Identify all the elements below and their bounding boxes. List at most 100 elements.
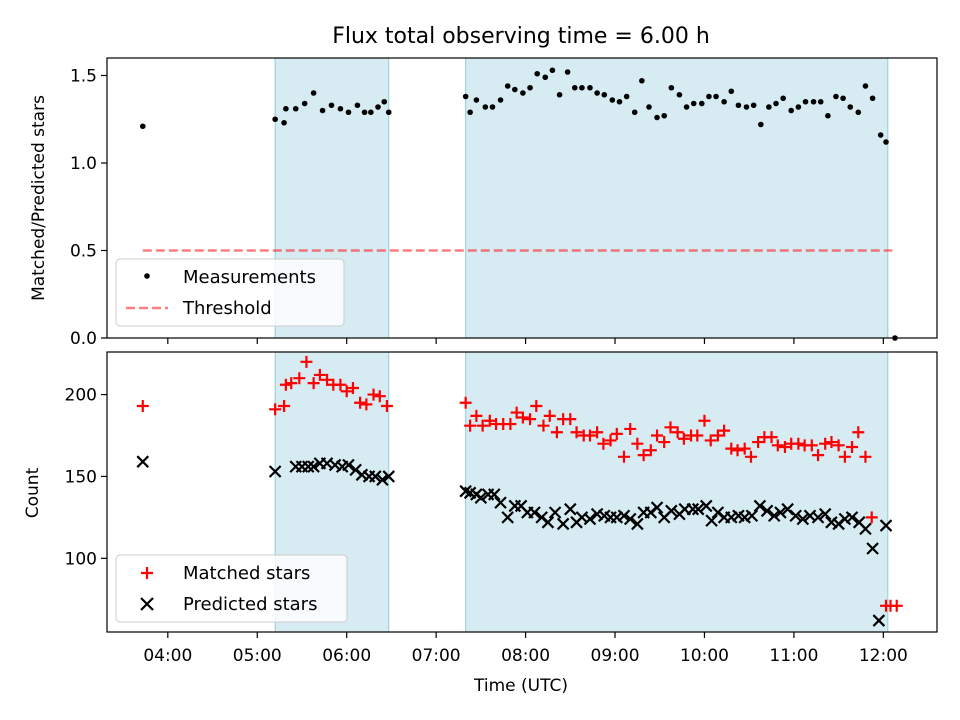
matched-star-point [825,436,838,449]
measurement-point [272,116,278,123]
predicted-star-point [501,511,514,524]
matched-star-point [832,439,845,452]
predicted-star-point [818,507,832,521]
predicted-star-point [699,499,713,513]
matched-stars-points [136,355,903,612]
predicted-star-point [556,517,570,531]
x-tick-label: 06:00 [322,646,371,666]
chart-title: Flux total observing time = 6.00 h [332,24,710,49]
matched-star-point [313,368,326,381]
matched-star-point [285,377,298,390]
measurement-point [788,107,795,114]
legend-matched-marker [141,567,153,579]
measurement-point [310,90,317,96]
bottom-panel: 100 150 200 04:00 05:00 06:00 07:00 08:00 09:00… [23,351,938,696]
matched-star-point [859,450,872,463]
matched-star-point [718,424,731,437]
measurement-point [579,84,585,91]
bottom-x-ticks: 04:00 05:00 06:00 07:00 08:00 09:00 10:00 11:00… [143,632,908,666]
measurement-point [381,98,388,105]
measurement-point [564,69,571,75]
y-tick-label: 0.5 [70,242,97,262]
y-tick-label: 100 [65,549,97,569]
measurement-point [368,109,374,116]
matched-star-point [671,426,684,439]
matched-star-point [597,437,610,450]
matched-star-point [651,429,664,442]
measurement-point [654,114,660,121]
measurement-point [473,97,480,103]
y-tick-label: 150 [65,467,97,487]
measurement-point [556,91,563,98]
measurement-point [527,84,533,91]
predicted-star-point [774,506,787,519]
matched-star-point [738,442,751,455]
measurement-point [375,104,381,110]
y-tick-label: 1.5 [70,67,97,87]
predicted-star-point [686,502,700,516]
matched-star-point [550,426,563,439]
top-legend-box [115,258,345,327]
matched-star-point [731,444,744,457]
measurement-point [345,109,352,116]
y-tick-label: 1.0 [70,154,97,174]
measurement-point [706,93,712,100]
measurement-point [883,139,889,145]
predicted-star-point [796,512,810,526]
matched-star-point [865,511,878,524]
measurement-point [683,104,690,110]
measurement-point [646,104,652,110]
predicted-star-point [789,509,802,523]
predicted-star-point [631,517,644,531]
measurement-point [319,107,326,114]
measurement-point [690,100,697,107]
predicted-star-point [811,511,825,524]
measurement-point [855,109,862,116]
measurement-point [877,132,884,138]
predicted-stars-points [136,455,893,627]
matched-star-point [530,400,543,413]
predicted-star-point [753,499,767,513]
bottom-plot-frame [106,351,938,633]
measurement-point [467,109,473,116]
matched-star-point [691,429,704,442]
legend-predicted-marker [140,597,154,611]
matched-star-point [279,378,292,391]
measurement-point [869,95,876,102]
matched-star-point [617,450,630,463]
matched-star-point [470,409,483,422]
matched-star-point [321,373,334,386]
matched-star-point [846,440,859,453]
matched-star-point [346,382,359,395]
legend-matched-label: Matched stars [183,563,310,584]
predicted-star-point [376,473,389,486]
matched-star-point [360,398,373,411]
matched-star-point [664,421,677,434]
matched-star-point [476,419,489,432]
predicted-star-point [705,514,718,527]
matched-star-point [819,437,832,450]
x-tick-label: 04:00 [143,646,192,666]
y-tick-label: 200 [65,386,97,406]
measurement-point [750,102,757,109]
measurement-point [668,84,675,91]
measurement-point [139,123,146,130]
matched-star-point [704,434,717,447]
top-plot-frame [106,57,938,339]
measurement-points [139,67,898,341]
measurement-point [728,88,735,95]
predicted-star-point [691,502,705,516]
matched-star-point [890,599,903,612]
measurement-point [482,104,489,110]
shaded-interval-1 [465,57,889,339]
predicted-star-point [541,516,555,529]
matched-star-point [658,436,671,449]
measurement-point [825,112,831,119]
measurement-point [847,104,854,110]
predicted-star-point [879,519,893,532]
measurement-point [661,112,668,119]
x-tick-label: 05:00 [233,646,282,666]
matched-star-point [269,403,282,416]
matched-star-point [610,427,623,440]
